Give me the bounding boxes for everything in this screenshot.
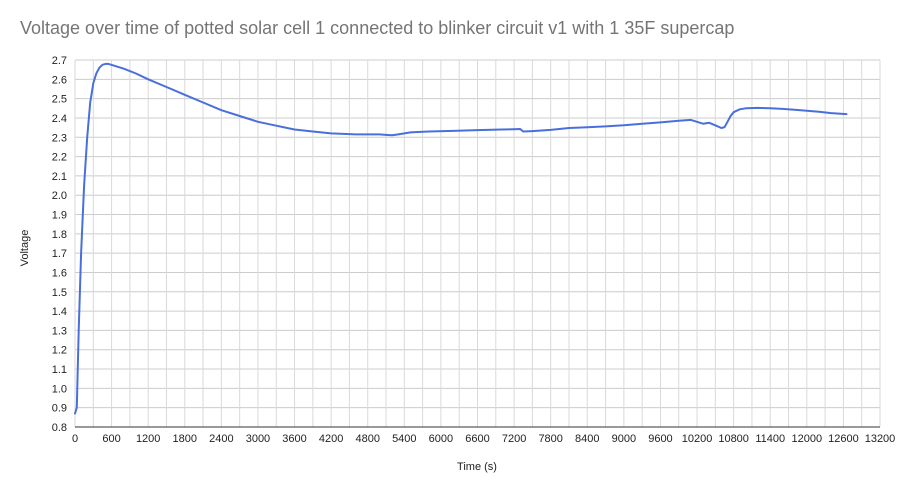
x-tick-label: 10200 — [682, 433, 713, 445]
x-tick-label: 6000 — [429, 433, 453, 445]
x-tick-label: 7800 — [538, 433, 562, 445]
y-tick-label: 2.5 — [52, 94, 67, 106]
y-tick-label: 1.4 — [52, 306, 67, 318]
y-tick-label: 1.5 — [52, 287, 67, 299]
x-tick-label: 4800 — [355, 433, 379, 445]
y-tick-label: 1.6 — [52, 267, 67, 279]
x-tick-label: 13200 — [865, 433, 896, 445]
x-tick-label: 2400 — [209, 433, 233, 445]
chart-title: Voltage over time of potted solar cell 1… — [20, 18, 735, 38]
y-tick-label: 2.3 — [52, 132, 67, 144]
x-axis-title: Time (s) — [457, 461, 497, 473]
x-tick-label: 3000 — [246, 433, 270, 445]
y-tick-label: 1.1 — [52, 364, 67, 376]
y-axis-title: Voltage — [19, 230, 31, 267]
gridlines — [74, 59, 881, 428]
x-tick-label: 7200 — [502, 433, 526, 445]
y-tick-label: 1.2 — [52, 345, 67, 357]
x-tick-label: 600 — [102, 433, 120, 445]
x-tick-label: 8400 — [575, 433, 599, 445]
y-tick-label: 1.8 — [52, 229, 67, 241]
y-tick-label: 2.2 — [52, 152, 67, 164]
x-tick-labels: 0 600 1200 1800 2400 3000 3600 4200 4800 5400 6000… — [72, 433, 895, 445]
x-tick-label: 9600 — [648, 433, 672, 445]
x-tick-label: 0 — [72, 433, 78, 445]
series-line — [74, 62, 848, 415]
y-tick-labels: 0.8 0.9 1.0 1.1 1.2 1.3 1.4 1.5 1.6 1.7 1.8 1.9 2.0 2… — [52, 55, 67, 434]
y-tick-label: 2.0 — [52, 190, 67, 202]
x-tick-label: 5400 — [392, 433, 416, 445]
y-tick-label: 1.9 — [52, 210, 67, 222]
y-tick-label: 2.6 — [52, 74, 67, 86]
x-tick-label: 6600 — [465, 433, 489, 445]
x-tick-label: 11400 — [755, 433, 785, 445]
y-tick-label: 1.7 — [52, 248, 67, 260]
x-tick-label: 4200 — [319, 433, 343, 445]
y-tick-label: 2.1 — [52, 171, 67, 183]
x-tick-label: 1200 — [136, 433, 160, 445]
y-tick-label: 1.0 — [52, 383, 67, 395]
y-tick-label: 0.9 — [52, 403, 67, 415]
x-tick-label: 10800 — [718, 433, 749, 445]
y-tick-label: 2.7 — [52, 55, 67, 67]
x-tick-label: 1800 — [173, 433, 197, 445]
x-tick-label: 9000 — [612, 433, 636, 445]
y-tick-label: 0.8 — [52, 422, 67, 434]
y-tick-label: 1.3 — [52, 325, 67, 337]
x-tick-label: 12000 — [792, 433, 823, 445]
x-tick-label: 12600 — [828, 433, 859, 445]
series-group — [74, 62, 848, 415]
y-tick-label: 2.4 — [52, 113, 67, 125]
x-tick-label: 3600 — [282, 433, 306, 445]
